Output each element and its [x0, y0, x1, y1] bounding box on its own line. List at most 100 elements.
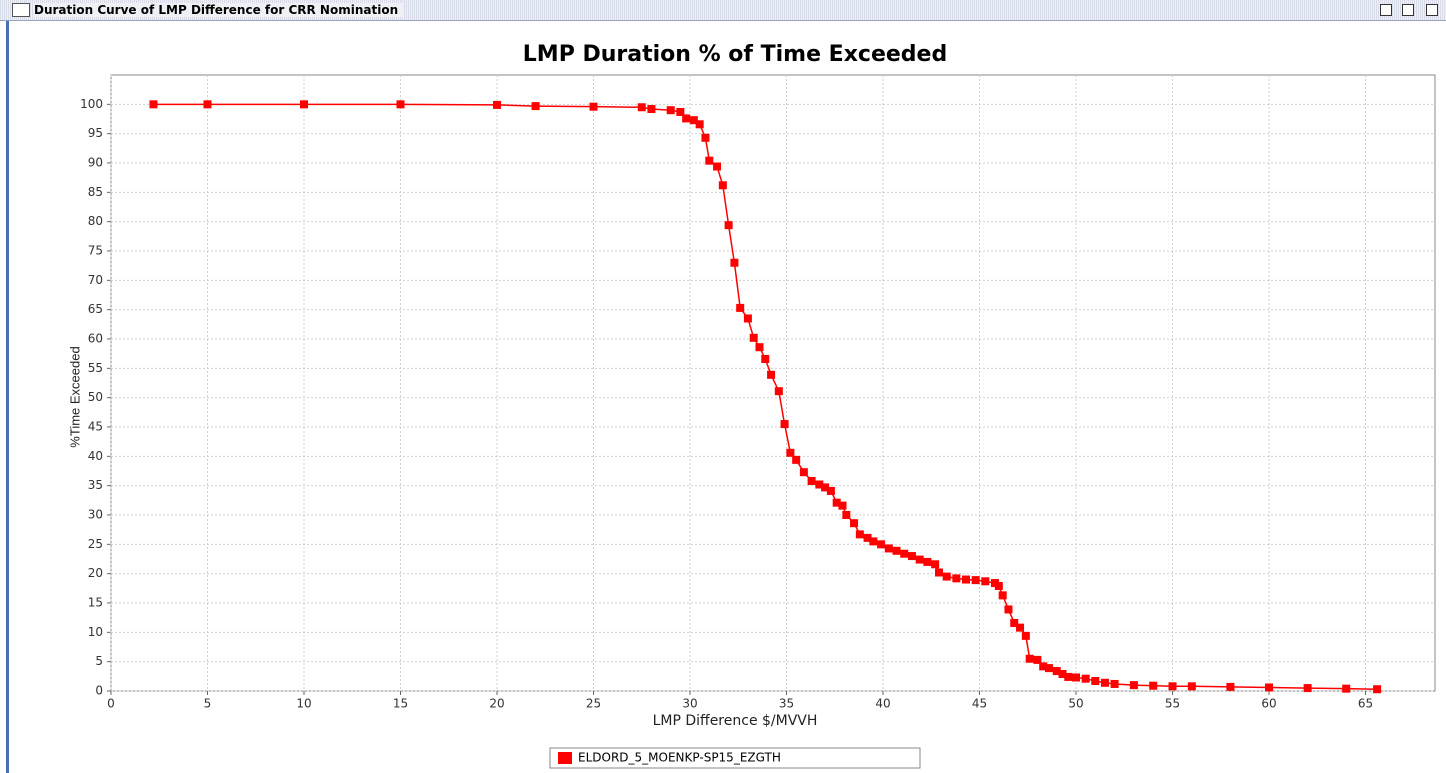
data-point	[884, 544, 893, 553]
data-point	[1044, 664, 1053, 673]
data-point	[892, 546, 901, 555]
y-tick-label: 75	[88, 244, 103, 258]
data-point	[749, 333, 758, 342]
x-tick-label: 35	[779, 697, 794, 711]
data-point	[1064, 672, 1073, 681]
data-point	[1129, 681, 1138, 690]
y-tick-label: 30	[88, 508, 103, 522]
data-point	[637, 103, 646, 112]
x-tick-label: 10	[296, 697, 311, 711]
data-point	[701, 133, 710, 142]
data-point	[815, 480, 824, 489]
data-point	[923, 557, 932, 566]
chart-title: LMP Duration % of Time Exceeded	[523, 42, 947, 67]
data-point	[531, 102, 540, 111]
data-point	[1021, 631, 1030, 640]
x-tick-label: 15	[393, 697, 408, 711]
data-point	[1039, 662, 1048, 671]
data-point	[1091, 677, 1100, 686]
close-button[interactable]	[1426, 4, 1438, 16]
x-tick-label: 30	[682, 697, 697, 711]
data-point	[713, 162, 722, 171]
y-tick-label: 25	[88, 537, 103, 551]
title-bar: Duration Curve of LMP Difference for CRR…	[0, 0, 1446, 21]
data-point	[493, 100, 502, 109]
data-point	[826, 486, 835, 495]
data-point	[1010, 618, 1019, 627]
data-point	[676, 107, 685, 116]
y-tick-label: 65	[88, 302, 103, 316]
data-point	[1033, 655, 1042, 664]
data-point	[1100, 678, 1109, 687]
data-point	[799, 468, 808, 477]
maximize-button[interactable]	[1402, 4, 1414, 16]
data-point	[1052, 667, 1061, 676]
data-point	[907, 552, 916, 561]
data-point	[689, 116, 698, 125]
x-axis-label: LMP Difference $/MVVH	[653, 713, 818, 729]
minimize-button[interactable]	[1380, 4, 1392, 16]
y-tick-label: 0	[95, 684, 103, 698]
data-point	[786, 448, 795, 457]
x-tick-label: 20	[489, 697, 504, 711]
data-point	[736, 303, 745, 312]
data-point	[755, 343, 764, 352]
x-tick-label: 5	[204, 697, 212, 711]
data-point	[1058, 669, 1067, 678]
y-tick-label: 15	[88, 596, 103, 610]
y-tick-label: 20	[88, 566, 103, 580]
data-point	[998, 591, 1007, 600]
data-point	[647, 105, 656, 114]
data-point	[1226, 682, 1235, 691]
data-point	[900, 549, 909, 558]
data-point	[832, 498, 841, 507]
data-point	[1110, 679, 1119, 688]
data-point	[1004, 605, 1013, 614]
data-point	[767, 370, 776, 379]
data-point	[396, 100, 405, 109]
data-point	[149, 100, 158, 109]
data-point	[1303, 684, 1312, 693]
data-point	[863, 533, 872, 542]
y-tick-label: 50	[88, 390, 103, 404]
data-point	[1081, 674, 1090, 683]
y-tick-label: 60	[88, 332, 103, 346]
data-point	[589, 102, 598, 111]
x-tick-label: 65	[1358, 697, 1373, 711]
data-point	[855, 530, 864, 539]
data-point	[718, 181, 727, 190]
y-tick-label: 95	[88, 126, 103, 140]
x-tick-label: 40	[875, 697, 890, 711]
data-point	[962, 575, 971, 584]
y-tick-label: 40	[88, 449, 103, 463]
legend-box	[549, 747, 921, 769]
data-point	[1149, 681, 1158, 690]
x-tick-label: 0	[107, 697, 115, 711]
data-point	[666, 106, 675, 115]
legend-label: ELDORD_5_MOENKP-SP15_EZGTH	[578, 751, 781, 765]
plot-area	[110, 74, 1436, 692]
data-point	[981, 577, 990, 586]
legend-swatch	[558, 752, 572, 764]
data-point	[792, 455, 801, 464]
y-tick-label: 70	[88, 273, 103, 287]
y-tick-label: 35	[88, 478, 103, 492]
data-point	[1342, 684, 1351, 693]
data-point	[1072, 673, 1081, 682]
y-tick-label: 90	[88, 156, 103, 170]
data-point	[300, 100, 309, 109]
data-point	[842, 511, 851, 519]
data-point	[869, 537, 878, 546]
window-icon	[12, 3, 30, 17]
data-point	[695, 120, 704, 129]
x-tick-label: 45	[972, 697, 987, 711]
x-tick-label: 25	[586, 697, 601, 711]
y-tick-label: 85	[88, 185, 103, 199]
window-border	[6, 21, 9, 773]
data-point	[761, 354, 770, 363]
data-point	[807, 476, 816, 485]
y-tick-label: 55	[88, 361, 103, 375]
data-point	[821, 483, 830, 492]
